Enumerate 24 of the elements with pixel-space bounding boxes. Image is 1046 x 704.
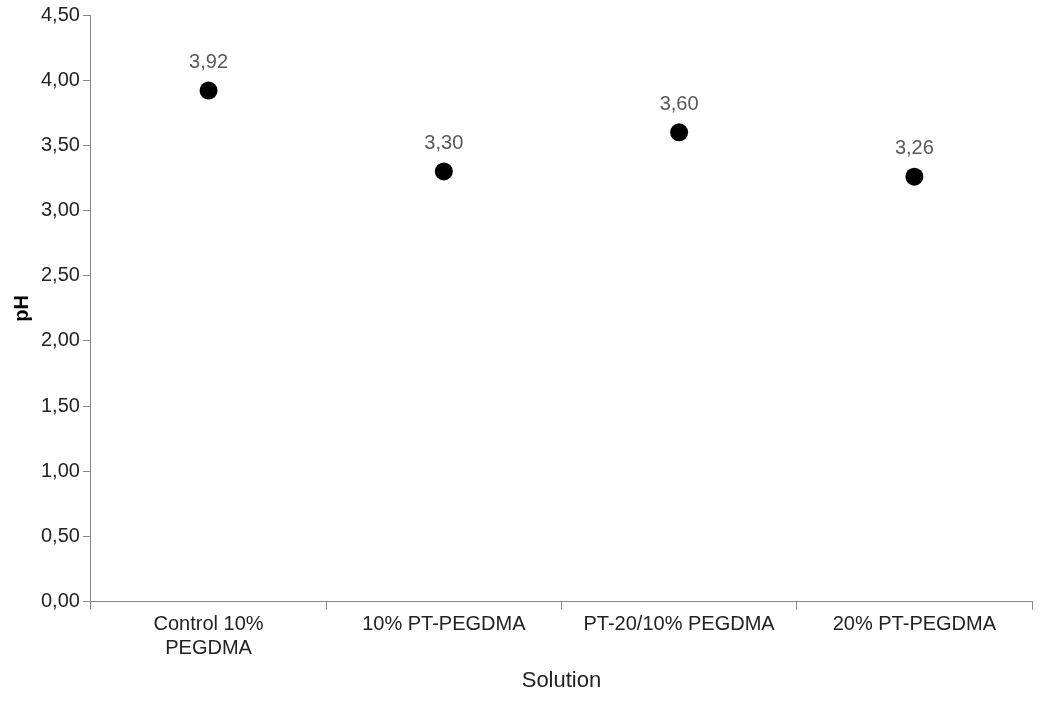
y-tick-label: 0,50: [40, 523, 80, 546]
y-axis-title: pH: [9, 294, 32, 322]
y-tick-label: 4,00: [40, 67, 80, 90]
y-tick-label: 1,00: [40, 458, 80, 481]
data-label: 3,26: [894, 136, 934, 159]
x-tick-label: Control 10% PEGDMA: [153, 612, 264, 659]
y-tick-label: 1,50: [40, 393, 80, 416]
point: [905, 167, 924, 186]
y-tick-label: 2,50: [40, 263, 80, 286]
data-label: 3,60: [659, 91, 699, 114]
point: [434, 162, 453, 181]
y-tick-label: 2,00: [40, 328, 80, 351]
y-tick-label: 3,00: [40, 198, 80, 221]
x-tick-label: 20% PT-PEGDMA: [832, 612, 997, 635]
y-tick-label: 4,50: [40, 2, 80, 25]
point: [670, 123, 689, 142]
x-axis-title: Solution: [521, 666, 602, 692]
x-tick-label: PT-20/10% PEGDMA: [583, 612, 776, 635]
y-tick-label: 3,50: [40, 132, 80, 155]
x-tick-label: 10% PT-PEGDMA: [362, 612, 527, 635]
data-label: 3,30: [424, 130, 464, 153]
point: [199, 81, 218, 100]
y-tick-label: 0,00: [40, 589, 80, 612]
data-label: 3,92: [189, 50, 229, 73]
